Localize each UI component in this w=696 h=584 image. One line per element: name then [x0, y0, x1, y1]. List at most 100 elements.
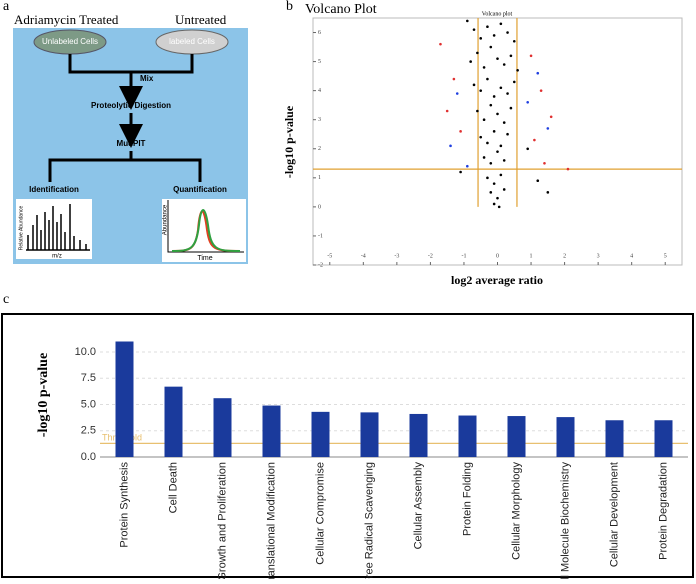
x-tick-label: Cell Death [167, 462, 179, 513]
bar [360, 412, 379, 457]
point [506, 31, 509, 34]
point [526, 147, 529, 151]
step-label: Proteolytic Digestion [91, 101, 171, 110]
point [492, 34, 496, 37]
point [496, 150, 499, 153]
point [502, 188, 506, 191]
point [499, 86, 503, 90]
axis-label: Relative Abundance [18, 206, 24, 251]
point [502, 63, 506, 66]
x-tick-label: 2 [563, 253, 566, 259]
bar [262, 405, 281, 457]
point [472, 83, 476, 87]
panel-label: a [3, 0, 10, 14]
y-tick-label: 2.5 [81, 425, 96, 437]
point [502, 159, 506, 162]
flow-line [48, 151, 202, 182]
point [472, 28, 476, 31]
step-label: Quantification [173, 185, 227, 194]
point [499, 22, 503, 26]
point [512, 80, 516, 84]
x-tick-label: -4 [361, 253, 366, 259]
point [449, 144, 452, 148]
y-tick-label: 5.0 [81, 398, 96, 410]
dish-label: labeled Cells [169, 37, 215, 46]
point [499, 144, 503, 148]
bar [213, 398, 232, 457]
step-label: Mix [140, 74, 154, 83]
point [479, 37, 483, 40]
point [482, 118, 486, 122]
y-tick-label: 6 [318, 30, 321, 36]
y-tick-label: 7.5 [81, 372, 96, 384]
x-tick-label: Post Translational Modification [265, 462, 277, 579]
x-tick-label: -3 [394, 253, 399, 259]
x-tick-label: -2 [428, 253, 433, 259]
point [459, 130, 462, 133]
y-axis-label: -log10 p-value [282, 105, 296, 178]
x-tick-label: Protein Folding [461, 462, 473, 536]
point [482, 66, 486, 69]
point [486, 176, 489, 180]
point [455, 92, 459, 95]
y-tick-label: 0 [318, 204, 321, 210]
point [546, 127, 550, 130]
point [536, 71, 540, 75]
bar [164, 386, 183, 457]
point [539, 89, 543, 92]
x-axis-label: log2 average ratio [451, 273, 543, 287]
y-tick-label: 2 [318, 146, 321, 152]
point [546, 191, 550, 194]
y-tick-label: -2 [318, 262, 323, 268]
point [486, 25, 489, 29]
point [529, 54, 533, 58]
chromatogram-box [162, 199, 246, 262]
point [496, 196, 499, 200]
annotation: Volcano plot [482, 11, 513, 17]
point [566, 167, 570, 171]
point [489, 45, 493, 49]
point [466, 19, 469, 23]
x-tick-label: 4 [630, 253, 633, 259]
bar [409, 413, 428, 457]
step-label: Identification [29, 185, 79, 194]
bar [115, 341, 134, 457]
point [479, 135, 483, 139]
x-tick-label: 0 [496, 253, 499, 259]
point [509, 54, 513, 58]
y-tick-label: 5 [318, 59, 321, 65]
flow-line [68, 54, 194, 98]
point [506, 132, 509, 136]
point [459, 170, 462, 174]
bar [654, 420, 673, 457]
point [489, 161, 493, 165]
point [476, 51, 479, 55]
panel-label: c [3, 292, 9, 307]
y-tick-label: 4 [318, 88, 321, 94]
point [439, 42, 442, 46]
chart-title: Volcano Plot [305, 2, 377, 17]
point [479, 89, 483, 92]
y-tick-label: -1 [318, 233, 323, 239]
y-tick-label: 10.0 [75, 346, 96, 358]
point [469, 60, 472, 63]
bar [507, 416, 526, 457]
point [445, 109, 449, 113]
spectrum [26, 204, 90, 251]
y-tick-label: 0.0 [81, 451, 96, 463]
axis-label: Abundance [163, 204, 169, 235]
x-tick-label: Protein Synthesis [118, 462, 130, 548]
x-tick-label: Cellular Compromise [314, 462, 326, 565]
point [496, 57, 499, 60]
dish-label: Unlabeled Cells [42, 37, 98, 46]
point [486, 141, 489, 145]
point [506, 92, 509, 95]
y-axis-label: -log10 p-value [36, 353, 51, 437]
point [452, 77, 456, 81]
x-tick-label: Cellular Morphology [510, 462, 522, 560]
x-tick-label: Free Radical Scavenging [363, 462, 375, 579]
x-tick-label: 1 [530, 253, 533, 259]
x-tick-label: 5 [664, 253, 667, 259]
bar [458, 415, 477, 457]
